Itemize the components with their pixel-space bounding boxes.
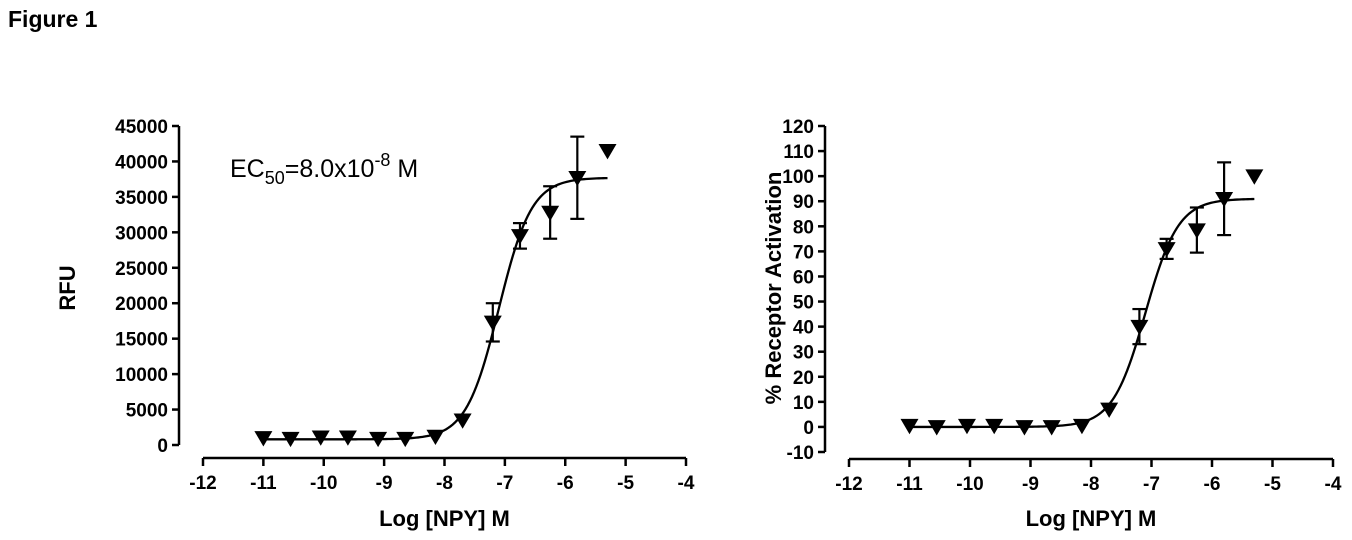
data-point — [1215, 191, 1234, 208]
y-tick-label: 110 — [783, 142, 814, 163]
x-tick-label: -6 — [557, 473, 574, 494]
data-point — [598, 144, 617, 160]
rfu-chart: 0 5000 10000 15000 20000 25000 30000 35000 40000… — [55, 117, 695, 531]
y-tick-label: 45000 — [115, 117, 168, 138]
x-tick-label: -9 — [1022, 474, 1039, 495]
x-tick-label: -10 — [956, 474, 983, 495]
y-tick-label: 90 — [793, 192, 814, 213]
data-point — [1157, 242, 1176, 258]
x-tick-label: -4 — [678, 473, 695, 494]
data-point — [281, 431, 300, 448]
x-tick-label: -11 — [896, 474, 923, 495]
y-tick-label: 5000 — [126, 401, 168, 422]
x-tick-label: -4 — [1325, 474, 1342, 495]
data-point — [541, 205, 560, 222]
y-tick-label: 20 — [793, 368, 814, 389]
x-axis-title: Log [NPY] M — [1026, 506, 1157, 531]
x-tick-label: -5 — [617, 473, 634, 494]
x-tick-label: -8 — [1083, 474, 1100, 495]
y-tick-label: 80 — [793, 217, 814, 238]
y-tick-label: 60 — [793, 267, 814, 288]
x-tick-label: -6 — [1204, 474, 1221, 495]
data-point — [1015, 420, 1034, 436]
y-tick-label: 10000 — [115, 365, 168, 386]
ec50-annotation: EC50=8.0x10-8 M — [230, 150, 418, 188]
receptor-activation-chart: -10 0 10 20 30 40 50 60 70 80 90 100 110 120 -12 -11 -10… — [761, 117, 1342, 531]
data-point — [453, 413, 472, 429]
y-tick-label: 30 — [793, 343, 814, 364]
data-point — [985, 418, 1004, 435]
x-tick-label: -10 — [310, 473, 337, 494]
fit-curve — [263, 176, 608, 441]
data-point — [1042, 420, 1061, 436]
y-tick-label: 0 — [803, 418, 814, 439]
y-tick-label: 20000 — [115, 294, 168, 315]
y-tick-label: 15000 — [115, 330, 168, 351]
data-point — [254, 431, 273, 447]
y-axis-title: % Receptor Activation — [761, 172, 786, 405]
y-tick-label: -10 — [787, 443, 814, 464]
data-point — [369, 431, 388, 448]
data-point — [1130, 319, 1149, 336]
y-tick-label: 25000 — [115, 259, 168, 280]
x-axis-title: Log [NPY] M — [379, 506, 510, 531]
data-point — [927, 420, 946, 436]
y-tick-label: 120 — [782, 117, 814, 138]
y-axis-title: RFU — [55, 265, 80, 310]
y-tick-label: 100 — [782, 167, 814, 188]
y-tick-label: 50 — [793, 293, 814, 314]
x-tick-label: -12 — [835, 474, 862, 495]
x-tick-label: -7 — [496, 473, 513, 494]
x-tick-label: -7 — [1143, 474, 1160, 495]
data-point — [957, 418, 976, 435]
x-tick-label: -8 — [436, 473, 453, 494]
data-point — [311, 430, 330, 446]
data-point — [483, 315, 502, 331]
x-tick-label: -5 — [1264, 474, 1281, 495]
x-tick-label: -11 — [250, 473, 277, 494]
x-tick-label: -9 — [376, 473, 393, 494]
data-point — [900, 418, 919, 435]
y-tick-label: 40000 — [115, 152, 168, 173]
fit-curve — [909, 197, 1255, 429]
data-point — [1187, 223, 1206, 239]
y-tick-label: 70 — [793, 242, 814, 263]
data-point — [510, 229, 529, 245]
data-point — [338, 430, 357, 446]
x-tick-label: -12 — [189, 473, 216, 494]
figure-title: Figure 1 — [8, 6, 98, 32]
y-tick-label: 30000 — [115, 223, 168, 244]
y-tick-label: 40 — [793, 318, 814, 339]
y-tick-label: 10 — [793, 393, 814, 414]
data-point — [1100, 402, 1119, 418]
data-point — [396, 431, 415, 448]
y-tick-label: 35000 — [115, 188, 168, 209]
y-tick-label: 0 — [157, 436, 168, 457]
data-point — [568, 170, 587, 187]
data-point — [426, 429, 445, 446]
data-point — [1072, 418, 1091, 435]
data-point — [1245, 169, 1264, 185]
